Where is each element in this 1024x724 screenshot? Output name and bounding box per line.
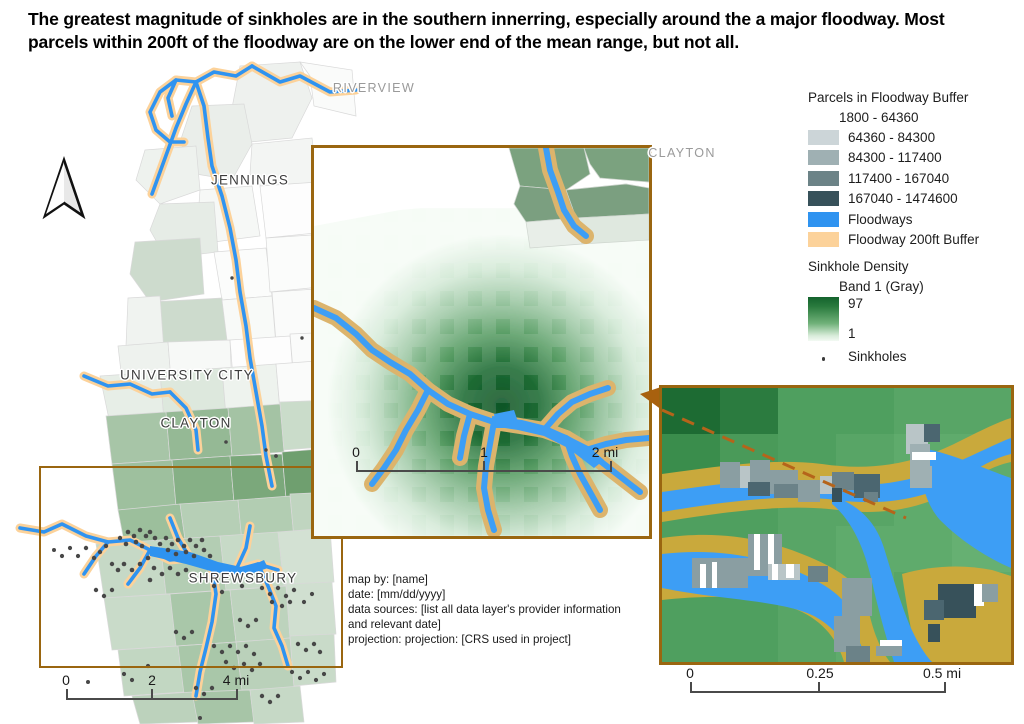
scalebar-tick-label: 0 — [352, 444, 360, 460]
legend-item-parcels-class-3[interactable]: 117400 - 167040 — [808, 168, 1020, 188]
legend-label: 64360 - 84300 — [848, 129, 936, 145]
scalebar-tick-label: 2 — [148, 672, 156, 688]
map-credits: map by: [name] date: [mm/dd/yyyy] data s… — [348, 573, 621, 647]
legend-item-floodway-buffer[interactable]: Floodway 200ft Buffer — [808, 230, 1020, 250]
parcel-detail-inset-map[interactable] — [659, 385, 1014, 665]
legend-header-density: Sinkhole Density — [808, 259, 909, 275]
place-label-shrewsbury: SHREWSBURY — [188, 570, 298, 586]
scalebar-tick-label: 4 mi — [222, 672, 250, 688]
legend-item-floodways[interactable]: Floodways — [808, 209, 1020, 229]
detail-parcels — [692, 424, 998, 662]
scalebar-tick-label: 0 — [686, 665, 694, 681]
legend-swatch-buffer — [808, 232, 839, 248]
place-label-university-city: UNIVERSITY CITY — [120, 367, 254, 383]
legend-swatch — [808, 170, 839, 186]
sinkhole-dot-icon — [821, 357, 826, 361]
scalebar-tick-label: 0.25 — [806, 665, 834, 681]
scalebar-tick-label: 1 — [480, 444, 488, 460]
legend: Parcels in Floodway Buffer 1800 - 64360 … — [808, 90, 1020, 366]
legend-density-band: Band 1 (Gray) — [839, 279, 924, 295]
density-inset-map[interactable] — [311, 145, 652, 539]
legend-label: Floodway 200ft Buffer — [848, 232, 980, 248]
scalebar-detail-inset: 0 0.25 0.5 mi — [686, 665, 961, 693]
scalebar-tick-label: 2 mi — [591, 444, 619, 460]
legend-item-parcels-class-2[interactable]: 84300 - 117400 — [808, 148, 1020, 168]
legend-swatch-floodway — [808, 211, 839, 227]
density-layers — [314, 148, 649, 536]
place-label-jennings: JENNINGS — [210, 172, 290, 188]
floodway-wide — [150, 546, 268, 576]
legend-item-parcels-class-4[interactable]: 167040 - 1474600 — [808, 189, 1020, 209]
place-label-clayton-overview: CLAYTON — [160, 415, 232, 431]
legend-label: 117400 - 167040 — [848, 170, 950, 186]
inset-wide-water — [492, 410, 604, 468]
north-arrow-icon — [40, 155, 88, 220]
legend-parcels-first-class: 1800 - 64360 — [839, 109, 919, 125]
scalebar-tick-label: 0 — [62, 672, 70, 688]
legend-swatch — [808, 150, 839, 166]
legend-item-sinkholes[interactable]: Sinkholes — [808, 348, 1020, 366]
legend-ramp-max-label: 97 — [848, 295, 864, 311]
legend-swatch — [808, 129, 839, 145]
scalebar-overview: 0 2 4 mi — [62, 672, 249, 700]
legend-label: Sinkholes — [848, 349, 907, 365]
legend-ramp-min-label: 1 — [848, 326, 856, 342]
sinkhole-extent-frame[interactable] — [39, 466, 343, 668]
legend-color-ramp — [808, 296, 839, 341]
detail-layers — [662, 388, 1011, 662]
detail-leader-line — [662, 408, 907, 520]
legend-label: 84300 - 117400 — [848, 150, 942, 166]
scalebar-main-inset: 0 1 2 mi — [352, 444, 618, 472]
legend-label: Floodways — [848, 211, 913, 227]
legend-swatch-sinkhole-point — [808, 348, 839, 366]
legend-label: 167040 - 1474600 — [848, 191, 958, 207]
page-title: The greatest magnitude of sinkholes are … — [28, 9, 945, 53]
scalebar-tick-label: 0.5 mi — [922, 665, 962, 681]
place-label-clayton-inset: CLAYTON — [648, 146, 716, 160]
place-label-riverview: RIVERVIEW — [332, 81, 416, 95]
legend-swatch — [808, 191, 839, 207]
legend-header-parcels: Parcels in Floodway Buffer — [808, 90, 969, 105]
sinkhole-points — [52, 276, 340, 720]
legend-item-parcels-class-1[interactable]: 64360 - 84300 — [808, 127, 1020, 147]
legend-item-density-ramp[interactable]: 97 1 — [808, 297, 1020, 341]
